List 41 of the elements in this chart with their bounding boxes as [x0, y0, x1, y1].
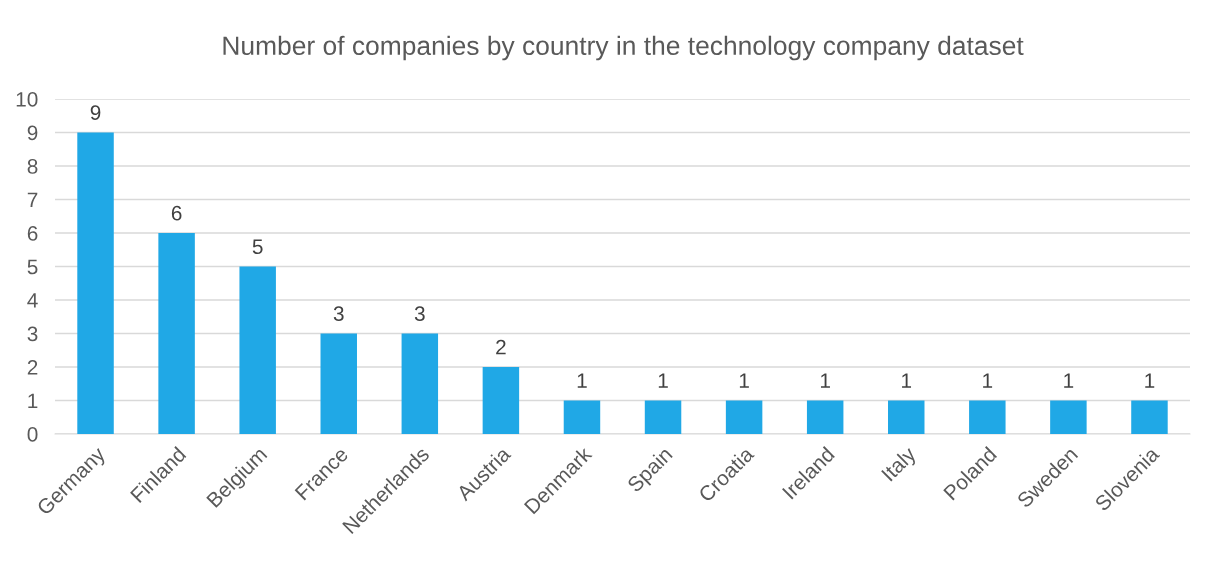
bar	[563, 400, 601, 434]
data-label: 3	[414, 306, 425, 322]
data-label: 1	[902, 373, 912, 388]
y-tick-label: 5	[27, 259, 38, 275]
x-tick-label: Italy	[880, 445, 920, 485]
data-label: 1	[820, 373, 830, 388]
data-label: 1	[1145, 373, 1155, 388]
y-tick-label: 7	[27, 192, 38, 208]
bar	[644, 400, 682, 434]
data-label: 1	[1064, 373, 1074, 388]
y-tick-label: 0	[27, 427, 38, 442]
bar	[320, 333, 357, 434]
bar	[401, 333, 439, 434]
bar	[806, 400, 844, 434]
data-label: 1	[739, 373, 749, 388]
bar	[969, 400, 1006, 434]
bar	[888, 400, 925, 434]
bar	[1050, 400, 1087, 434]
bar	[77, 132, 114, 434]
data-label: 9	[90, 105, 101, 121]
y-tick-label: 10	[16, 92, 38, 107]
data-label: 1	[577, 373, 587, 388]
bar	[1131, 400, 1168, 434]
data-label: 1	[658, 373, 668, 388]
y-tick-label: 8	[27, 159, 38, 174]
y-tick-label: 1	[28, 393, 38, 409]
bar	[725, 400, 763, 434]
data-label: 2	[496, 339, 506, 355]
chart-title: Number of companies by country in the technology company dataset	[223, 35, 1024, 61]
bar	[158, 233, 195, 434]
data-label: 3	[333, 306, 344, 322]
data-label: 6	[171, 205, 182, 221]
y-tick-label: 3	[27, 326, 38, 342]
y-tick-label: 6	[27, 226, 38, 241]
data-label: 1	[983, 373, 993, 388]
data-label: 5	[252, 239, 263, 255]
bar	[239, 266, 276, 434]
bar	[482, 367, 520, 434]
y-tick-label: 9	[27, 125, 38, 141]
y-tick-label: 4	[27, 293, 38, 308]
y-tick-label: 2	[27, 360, 38, 375]
